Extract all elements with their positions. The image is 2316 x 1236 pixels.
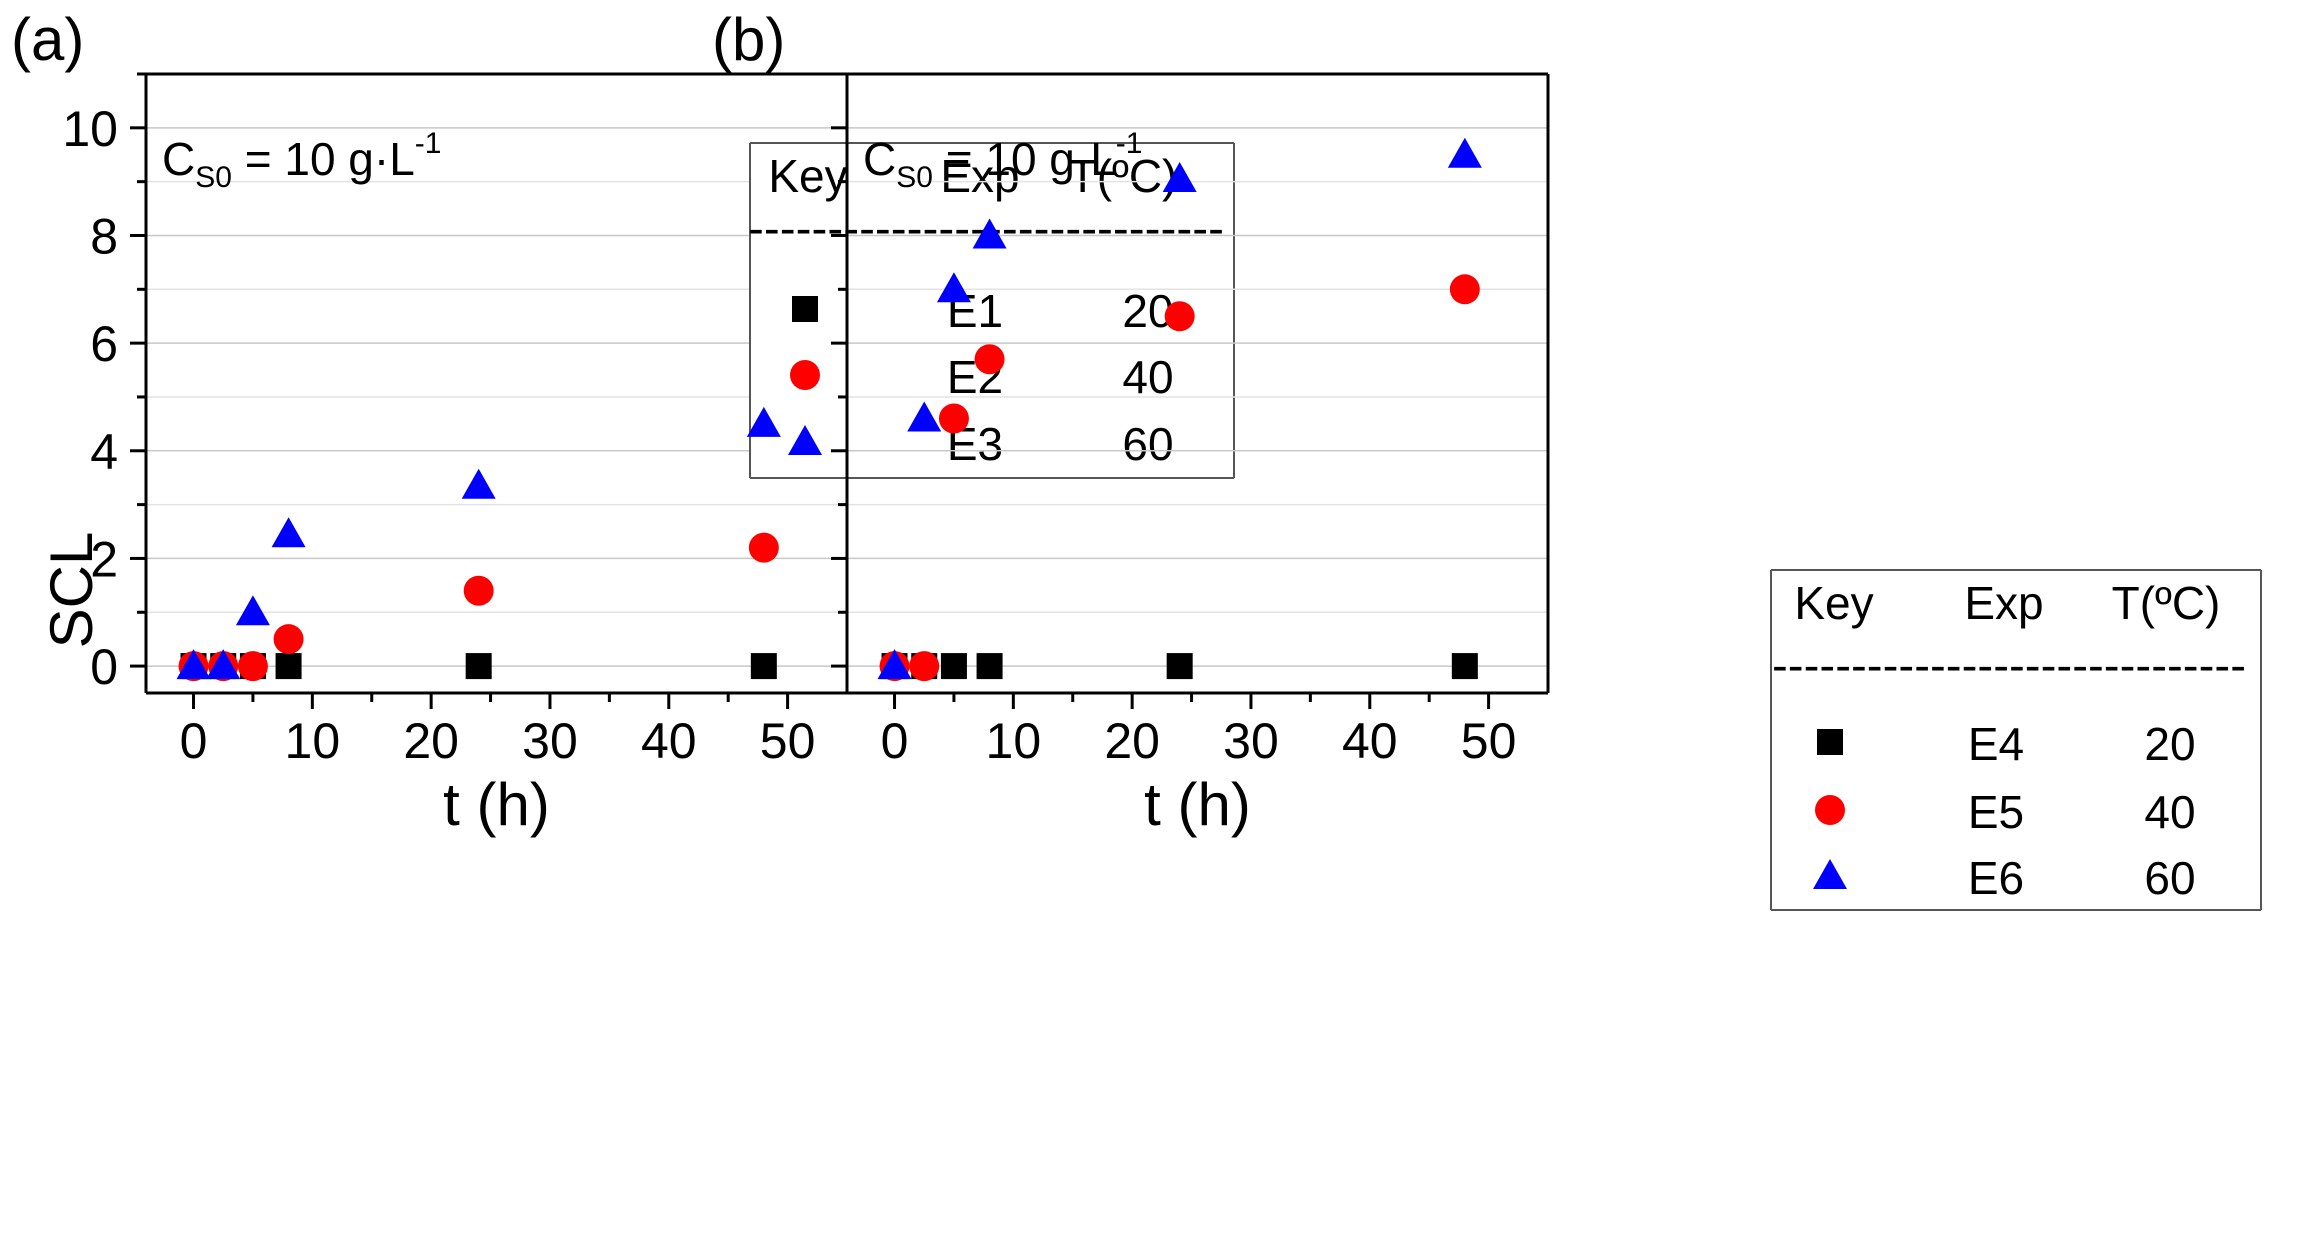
annotation-main: C — [162, 133, 195, 185]
data-point-e4 — [1451, 653, 1478, 680]
concentration-annotation: CS0 = 10 g·L-1 — [863, 127, 1142, 194]
legend-marker-e5 — [1815, 795, 1845, 825]
legend-background — [1771, 570, 2261, 910]
legend-separator: ------------------------------ — [1772, 639, 2246, 691]
data-point-e2 — [237, 651, 268, 682]
x-tick-label: 40 — [641, 713, 697, 769]
data-point-e3 — [746, 406, 781, 437]
y-tick-label: 6 — [90, 316, 118, 372]
data-point-e4 — [976, 653, 1003, 680]
legend-marker-e2 — [790, 360, 820, 390]
data-point-e5 — [909, 651, 940, 682]
data-point-e5 — [938, 403, 969, 434]
data-point-e3 — [206, 649, 241, 680]
data-point-e6 — [1162, 161, 1197, 192]
x-tick-label: 50 — [1461, 713, 1517, 769]
data-point-e3 — [271, 517, 306, 548]
data-point-e2 — [273, 624, 304, 655]
data-point-e5 — [974, 344, 1005, 375]
data-point-e6 — [1447, 137, 1482, 168]
y-axis-title: SCL — [38, 532, 105, 649]
panel-label: (b) — [712, 6, 785, 73]
data-point-e1 — [750, 653, 777, 680]
data-point-e3 — [461, 468, 496, 499]
legend-temp-e2: 40 — [1122, 351, 1173, 403]
legend-exp-e4: E4 — [1968, 718, 2024, 770]
data-point-e2 — [748, 532, 779, 563]
annotation-subscript: S0 — [195, 161, 232, 194]
x-tick-label: 20 — [403, 713, 459, 769]
panel-label: (a) — [11, 6, 84, 73]
data-point-e5 — [1164, 301, 1195, 332]
legend-marker-e3 — [788, 425, 822, 455]
legend: KeyExpT(ºC)-----------------------------… — [748, 142, 1235, 479]
annotation-superscript: -1 — [415, 127, 442, 160]
annotation-rest: = 10 g·L — [232, 133, 415, 185]
x-tick-label: 30 — [1223, 713, 1279, 769]
annotation-rest: = 10 g·L — [933, 133, 1116, 185]
legend-temp-e5: 40 — [2144, 786, 2195, 838]
data-point-e1 — [465, 653, 492, 680]
x-axis-title: t (h) — [1144, 771, 1251, 838]
data-point-e4 — [940, 653, 967, 680]
legend-header-temperature: T(ºC) — [1069, 150, 1178, 202]
x-tick-label: 10 — [986, 713, 1042, 769]
legend-header-key: Key — [1794, 577, 1873, 629]
data-point-e2 — [463, 575, 494, 606]
y-tick-label: 0 — [90, 639, 118, 695]
data-point-e6 — [972, 218, 1007, 249]
annotation-superscript: -1 — [1116, 127, 1143, 160]
legend-temp-e6: 60 — [2144, 852, 2195, 904]
x-tick-label: 50 — [760, 713, 816, 769]
data-point-e6 — [936, 272, 971, 303]
legend-temp-e1: 20 — [1122, 285, 1173, 337]
x-tick-label: 0 — [180, 713, 208, 769]
series-e6 — [877, 137, 1482, 680]
x-tick-label: 20 — [1104, 713, 1160, 769]
x-tick-label: 0 — [881, 713, 909, 769]
data-point-e6 — [907, 401, 942, 432]
annotation-subscript: S0 — [896, 161, 933, 194]
x-tick-label: 30 — [522, 713, 578, 769]
x-axis-title: t (h) — [443, 771, 550, 838]
legend-header-temperature: T(ºC) — [2112, 577, 2221, 629]
data-point-e4 — [1166, 653, 1193, 680]
legend-header-key: Key — [768, 150, 847, 202]
x-tick-label: 10 — [285, 713, 341, 769]
data-point-e3 — [235, 595, 270, 626]
data-point-e5 — [1449, 274, 1480, 305]
panel-b: 0 10 20 30 40 50 t (h) (b) CS0 = 10 g·L-1 Key Exp T… — [712, 6, 2262, 911]
y-tick-label: 4 — [90, 424, 118, 480]
legend-exp-e6: E6 — [1968, 852, 2024, 904]
annotation-main: C — [863, 133, 896, 185]
data-point-e6 — [877, 649, 912, 680]
legend-temp-e3: 60 — [1122, 418, 1173, 470]
y-tick-label: 10 — [62, 101, 118, 157]
legend-exp-e5: E5 — [1968, 786, 2024, 838]
legend-marker-e6 — [1813, 859, 1847, 889]
legend-marker-e4 — [1817, 729, 1843, 755]
concentration-annotation: CS0 = 10 g·L-1 — [162, 127, 441, 194]
y-tick-label: 8 — [90, 208, 118, 264]
data-point-e3 — [176, 649, 211, 680]
data-point-e1 — [275, 653, 302, 680]
x-tick-label: 40 — [1342, 713, 1398, 769]
legend-background — [750, 143, 1234, 478]
y-tick-label: 2 — [90, 531, 118, 587]
series-e3 — [176, 406, 781, 680]
legend-marker-e1 — [792, 296, 818, 322]
legend-temp-e4: 20 — [2144, 718, 2195, 770]
legend-header-exp: Exp — [1964, 577, 2043, 629]
legend: Key Exp T(ºC) -----------------------------… — [1770, 569, 2262, 911]
legend-header-exp: Exp — [940, 150, 1019, 202]
